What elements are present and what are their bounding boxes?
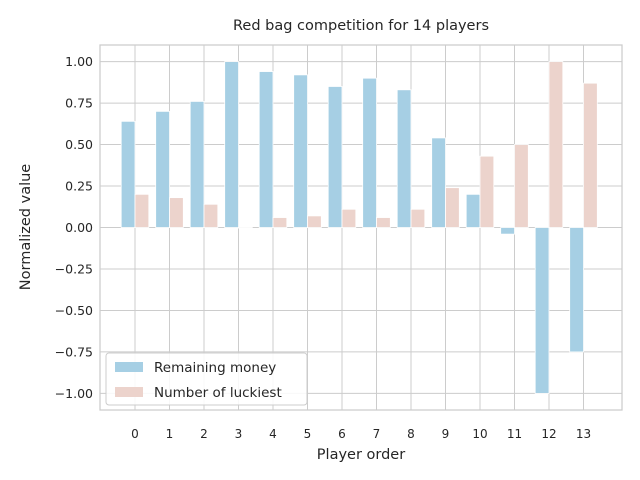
x-tick-label: 5 <box>304 427 312 441</box>
y-tick-label: 1.00 <box>65 54 93 69</box>
bar-number-of-luckiest <box>479 155 495 228</box>
x-tick-label: 6 <box>338 427 346 441</box>
x-tick-label: 3 <box>235 427 243 441</box>
bar-remaining-money <box>189 101 205 228</box>
bar-number-of-luckiest <box>583 82 598 228</box>
bar-number-of-luckiest <box>445 187 460 228</box>
x-tick-labels: 0 1 2 3 4 5 6 7 8 9 10 11 12 13 <box>131 427 591 441</box>
x-tick-label: 12 <box>541 427 556 441</box>
x-tick-label: 13 <box>576 427 591 441</box>
bar-number-of-luckiest <box>272 217 288 228</box>
x-tick-label: 11 <box>507 427 522 441</box>
bar-remaining-money <box>327 86 343 228</box>
x-tick-label: 7 <box>373 427 381 441</box>
legend-swatch-number-of-luckiest <box>115 387 143 397</box>
bar-remaining-money <box>500 227 515 235</box>
legend-label-number-of-luckiest: Number of luckiest <box>154 385 282 401</box>
y-tick-label: 0.00 <box>65 220 93 235</box>
chart-title: Red bag competition for 14 players <box>233 18 489 34</box>
bar-remaining-money <box>569 227 584 353</box>
bar-number-of-luckiest <box>169 197 184 228</box>
x-tick-label: 8 <box>407 427 415 441</box>
bar-number-of-luckiest <box>548 61 564 228</box>
y-tick-label: −0.75 <box>55 344 93 359</box>
bar-remaining-money <box>534 227 550 394</box>
y-axis-label: Normalized value <box>18 164 34 291</box>
legend-swatch-remaining-money <box>115 362 143 372</box>
bar-remaining-money <box>120 120 136 228</box>
bar-number-of-luckiest <box>341 208 357 228</box>
bar-number-of-luckiest <box>238 227 253 229</box>
bar-number-of-luckiest <box>307 215 322 228</box>
plot-frame <box>99 44 623 411</box>
bar-number-of-luckiest <box>376 217 391 228</box>
bar-number-of-luckiest <box>134 193 150 228</box>
bar-remaining-money <box>362 77 377 228</box>
bar-remaining-money <box>155 110 170 228</box>
x-tick-label: 9 <box>442 427 450 441</box>
y-tick-labels: −1.00 −0.75 −0.50 −0.25 0.00 0.25 0.50 0.75 1.00 <box>55 54 93 401</box>
y-tick-label: 0.25 <box>65 179 93 194</box>
x-tick-label: 10 <box>472 427 487 441</box>
bar-remaining-money <box>431 137 446 228</box>
bar-remaining-money <box>224 61 239 228</box>
bar-number-of-luckiest <box>410 208 426 228</box>
legend: Remaining money Number of luckiest <box>105 352 308 406</box>
x-tick-label: 0 <box>131 427 139 441</box>
x-tick-label: 4 <box>269 427 277 441</box>
y-tick-label: 0.75 <box>65 96 93 111</box>
bar-remaining-money <box>465 193 481 228</box>
y-tick-label: −1.00 <box>55 386 93 401</box>
x-tick-label: 2 <box>200 427 208 441</box>
bar-remaining-money <box>258 71 274 228</box>
y-tick-label: −0.25 <box>55 261 93 276</box>
bar-number-of-luckiest <box>514 144 529 228</box>
legend-label-remaining-money: Remaining money <box>154 360 276 376</box>
x-tick-label: 1 <box>166 427 174 441</box>
bar-number-of-luckiest <box>203 203 219 228</box>
bar-remaining-money <box>396 89 412 228</box>
bar-remaining-money <box>293 74 308 228</box>
legend-box <box>105 352 308 406</box>
bars <box>120 61 598 394</box>
x-axis-label: Player order <box>317 447 405 463</box>
y-tick-label: 0.50 <box>65 137 93 152</box>
y-tick-label: −0.50 <box>55 303 93 318</box>
